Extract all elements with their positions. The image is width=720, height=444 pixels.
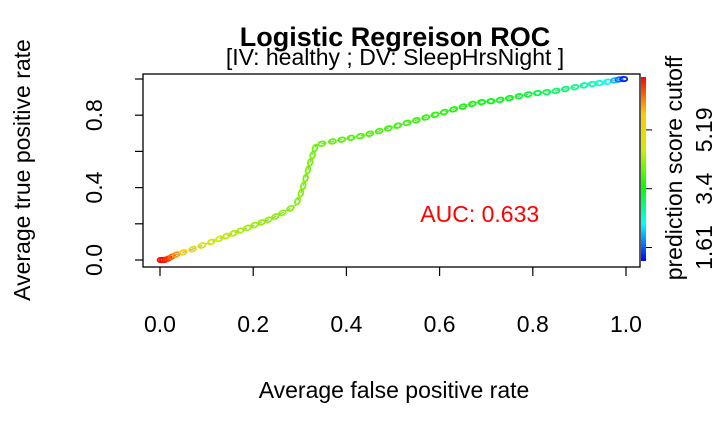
roc-point xyxy=(302,173,309,183)
y-tick-label: 0.4 xyxy=(81,171,107,203)
x-tick-label: 0.2 xyxy=(237,311,269,337)
roc-point xyxy=(337,136,347,143)
roc-point xyxy=(327,138,337,145)
roc-point xyxy=(317,140,327,147)
roc-point xyxy=(560,85,570,93)
roc-point xyxy=(188,245,197,253)
roc-point xyxy=(619,75,629,83)
x-tick-label: 0.8 xyxy=(517,311,549,337)
y-axis-label: Average true positive rate xyxy=(9,39,35,301)
colorbar-tick-label: 3.4 xyxy=(691,173,717,205)
chart-title: Logistic Regreison ROC xyxy=(240,22,551,52)
roc-point xyxy=(294,196,301,206)
roc-point xyxy=(439,108,449,116)
x-tick-label: 0.0 xyxy=(144,311,176,337)
roc-curve-points xyxy=(156,75,629,264)
roc-point xyxy=(167,253,176,261)
roc-point xyxy=(197,242,207,249)
roc-point xyxy=(365,130,375,137)
roc-point xyxy=(477,98,487,106)
plot-frame xyxy=(142,73,641,268)
roc-point xyxy=(614,76,624,83)
roc-point xyxy=(458,103,468,110)
x-tick-label: 1.0 xyxy=(610,311,642,337)
auc-annotation: AUC: 0.633 xyxy=(420,201,539,227)
y-axis: 0.0 0.4 0.8 xyxy=(81,78,143,276)
y-tick-label: 0.8 xyxy=(81,99,107,131)
roc-point xyxy=(374,127,384,135)
roc-point xyxy=(594,79,604,87)
roc-point xyxy=(421,114,431,121)
y-tick-label: 0.0 xyxy=(81,244,107,276)
roc-point xyxy=(393,122,403,129)
roc-point xyxy=(486,98,496,105)
colorbar-tick-label: 5.19 xyxy=(691,108,717,153)
roc-point xyxy=(383,125,393,132)
roc-point xyxy=(311,143,319,153)
roc-point xyxy=(163,255,173,262)
colorbar-axis: 1.61 3.4 5.19 xyxy=(646,108,717,270)
roc-point xyxy=(523,91,533,98)
colorbar-tick-label: 1.61 xyxy=(691,225,717,270)
x-tick-label: 0.6 xyxy=(424,311,456,337)
roc-point xyxy=(346,134,356,141)
colorbar xyxy=(641,77,646,261)
colorbar-label: prediction score cutoff xyxy=(661,55,687,280)
roc-point xyxy=(278,209,287,217)
x-tick-label: 0.4 xyxy=(330,311,362,337)
roc-point xyxy=(430,111,440,118)
roc-point xyxy=(514,93,524,100)
roc-point xyxy=(505,94,514,102)
roc-point xyxy=(206,238,216,246)
roc-point xyxy=(411,116,421,124)
roc-point xyxy=(355,132,365,140)
roc-point xyxy=(402,119,412,127)
roc-point xyxy=(542,89,552,96)
roc-point xyxy=(178,249,188,256)
roc-point xyxy=(609,77,619,84)
roc-point xyxy=(579,82,589,89)
roc-point xyxy=(300,181,307,191)
roc-point xyxy=(467,100,477,108)
chart-subtitle: [IV: healthy ; DV: SleepHrsNight ] xyxy=(226,44,564,70)
roc-point xyxy=(495,96,505,103)
roc-point xyxy=(551,87,561,94)
roc-point xyxy=(449,106,458,113)
roc-point xyxy=(570,83,580,91)
x-axis-label: Average false positive rate xyxy=(259,377,530,403)
x-axis: 0.0 0.2 0.4 0.6 0.8 1.0 xyxy=(144,267,642,337)
roc-point xyxy=(286,204,295,212)
roc-point xyxy=(532,89,542,97)
